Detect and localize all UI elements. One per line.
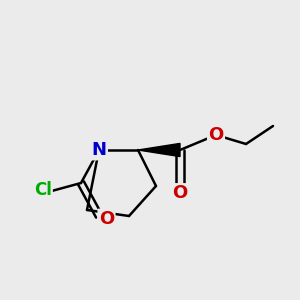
Text: O: O — [172, 184, 188, 202]
Polygon shape — [138, 143, 180, 157]
Text: N: N — [92, 141, 106, 159]
Text: Cl: Cl — [34, 181, 52, 199]
Text: O: O — [99, 210, 114, 228]
Text: O: O — [208, 126, 224, 144]
